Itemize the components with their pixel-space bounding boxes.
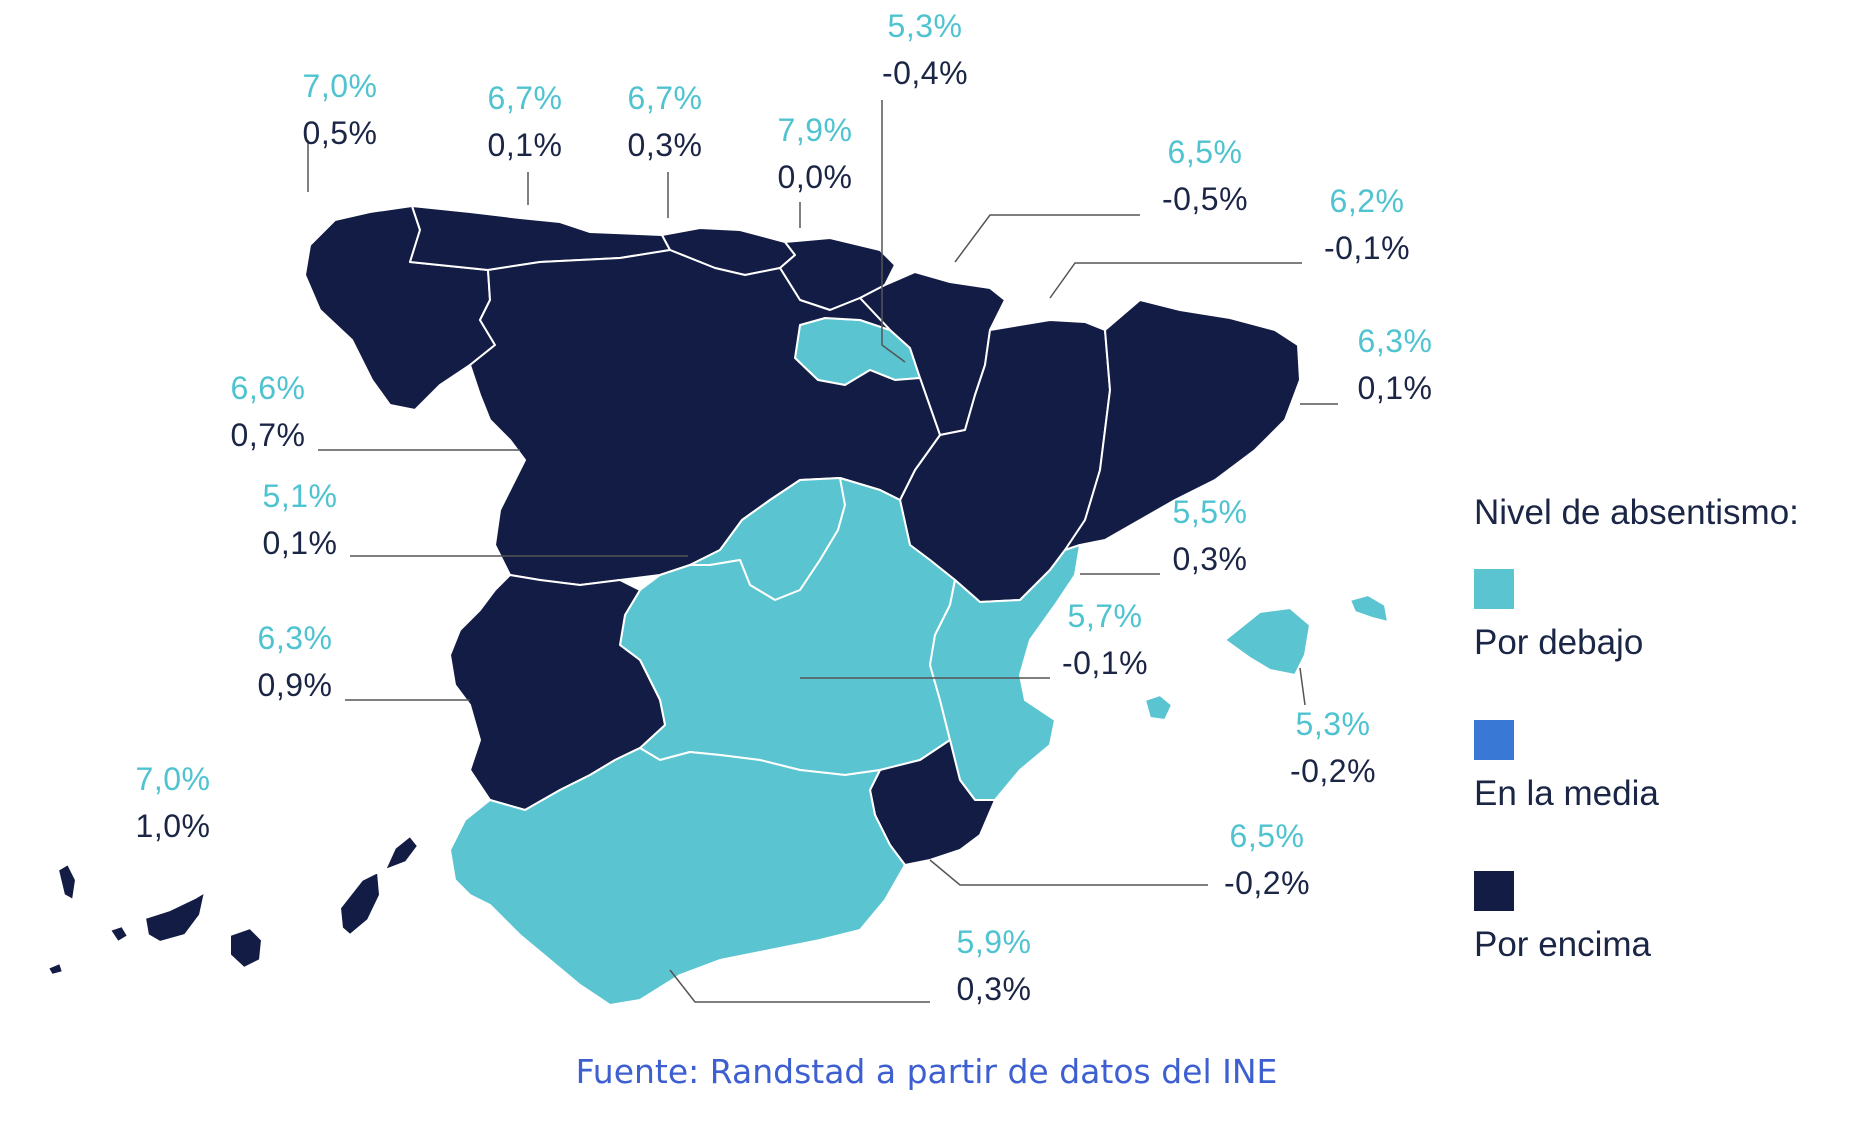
label-castilla-la-mancha: 5,7% -0,1% [1050, 600, 1160, 679]
legend-label-below: Por debajo [1474, 623, 1644, 662]
change-andalucia: 0,3% [956, 971, 1032, 1007]
rate-galicia: 7,0% [302, 68, 378, 104]
rate-castilla-la-mancha: 5,7% [1067, 598, 1143, 634]
label-la-rioja: 5,3% -0,4% [870, 10, 980, 89]
source-note: Fuente: Randstad a partir de datos del I… [575, 1052, 1278, 1091]
leader-line-navarra [954, 214, 1140, 263]
legend-item-average: En la media [1474, 720, 1799, 871]
rate-la-rioja: 5,3% [887, 8, 963, 44]
legend-label-above: Por encima [1474, 925, 1652, 964]
rate-madrid: 5,1% [262, 478, 338, 514]
rate-comunidad-valenciana: 5,5% [1172, 494, 1248, 530]
change-pais-vasco: 0,0% [777, 159, 853, 195]
leader-line-andalucia [669, 969, 930, 1003]
rate-andalucia: 5,9% [956, 924, 1032, 960]
label-pais-vasco: 7,9% 0,0% [765, 114, 865, 193]
region-comunidad-valenciana [929, 544, 1081, 801]
change-madrid: 0,1% [262, 525, 338, 561]
change-canarias: 1,0% [135, 808, 211, 844]
label-madrid: 5,1% 0,1% [250, 480, 350, 559]
leader-line-aragon [1049, 262, 1302, 299]
label-aragon: 6,2% -0,1% [1312, 185, 1422, 264]
regions-layer [47, 205, 1389, 1006]
change-baleares: -0,2% [1289, 753, 1377, 789]
change-asturias: 0,1% [487, 127, 563, 163]
legend: Nivel de absentismo: Por debajo En la me… [1474, 493, 1799, 1022]
leader-line-murcia [929, 859, 1208, 886]
label-asturias: 6,7% 0,1% [475, 82, 575, 161]
legend-item-below: Por debajo [1474, 569, 1799, 720]
rate-baleares: 5,3% [1295, 706, 1371, 742]
label-extremadura: 6,3% 0,9% [245, 622, 345, 701]
region-canarias [47, 835, 419, 976]
legend-title: Nivel de absentismo: [1474, 493, 1799, 532]
region-andalucia [449, 747, 906, 1006]
rate-pais-vasco: 7,9% [777, 112, 853, 148]
change-murcia: -0,2% [1223, 865, 1311, 901]
label-cataluna: 6,3% 0,1% [1345, 325, 1445, 404]
leader-lines [307, 100, 1338, 1003]
change-comunidad-valenciana: 0,3% [1172, 541, 1248, 577]
rate-castilla-y-leon: 6,6% [230, 370, 306, 406]
change-castilla-la-mancha: -0,1% [1061, 645, 1149, 681]
label-cantabria: 6,7% 0,3% [615, 82, 715, 161]
rate-asturias: 6,7% [487, 80, 563, 116]
legend-label-average: En la media [1474, 774, 1659, 813]
change-la-rioja: -0,4% [881, 55, 969, 91]
change-cantabria: 0,3% [627, 127, 703, 163]
label-galicia: 7,0% 0,5% [290, 70, 390, 149]
label-comunidad-valenciana: 5,5% 0,3% [1160, 496, 1260, 575]
rate-extremadura: 6,3% [257, 620, 333, 656]
leader-line-la-rioja [881, 100, 906, 363]
change-navarra: -0,5% [1161, 181, 1249, 217]
change-extremadura: 0,9% [257, 667, 333, 703]
rate-murcia: 6,5% [1229, 818, 1305, 854]
label-andalucia: 5,9% 0,3% [944, 926, 1044, 1005]
label-baleares: 5,3% -0,2% [1278, 708, 1388, 787]
rate-canarias: 7,0% [135, 761, 211, 797]
change-galicia: 0,5% [302, 115, 378, 151]
legend-item-above: Por encima [1474, 871, 1799, 1022]
legend-swatch-average [1474, 720, 1514, 760]
region-cataluna [1064, 299, 1301, 551]
rate-cataluna: 6,3% [1357, 323, 1433, 359]
change-castilla-y-leon: 0,7% [230, 417, 306, 453]
rate-navarra: 6,5% [1167, 134, 1243, 170]
leader-line-baleares [1299, 667, 1306, 706]
change-aragon: -0,1% [1323, 230, 1411, 266]
label-canarias: 7,0% 1,0% [123, 763, 223, 842]
region-baleares [1144, 594, 1389, 721]
rate-cantabria: 6,7% [627, 80, 703, 116]
label-murcia: 6,5% -0,2% [1212, 820, 1322, 899]
label-castilla-y-leon: 6,6% 0,7% [218, 372, 318, 451]
label-navarra: 6,5% -0,5% [1150, 136, 1260, 215]
legend-swatch-above [1474, 871, 1514, 911]
legend-swatch-below [1474, 569, 1514, 609]
rate-aragon: 6,2% [1329, 183, 1405, 219]
change-cataluna: 0,1% [1357, 370, 1433, 406]
